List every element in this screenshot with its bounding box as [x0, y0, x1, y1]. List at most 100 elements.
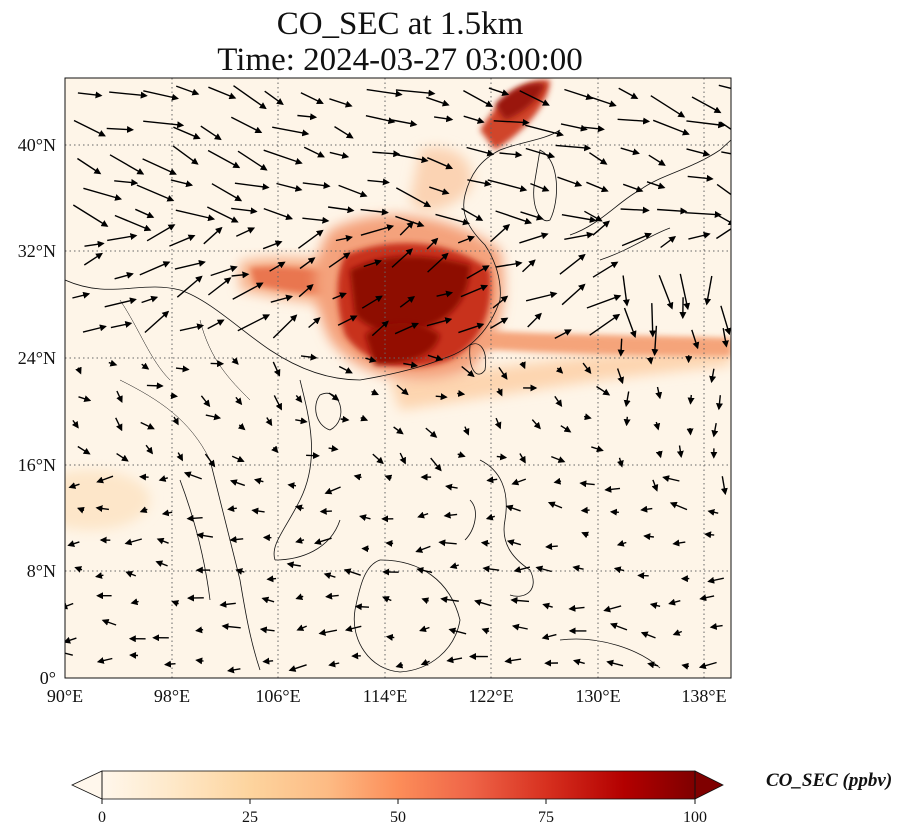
wind-arrow [466, 265, 490, 280]
wind-arrow [461, 207, 484, 221]
wind-arrow [554, 329, 572, 340]
lon-tick-label: 114°E [363, 686, 408, 706]
wind-arrow [297, 113, 318, 121]
wind-arrow [139, 473, 149, 481]
wind-arrow [522, 259, 536, 273]
wind-arrow [391, 119, 418, 127]
wind-arrow [584, 210, 603, 222]
wind-arrow [435, 393, 448, 401]
wind-arrow [319, 507, 332, 515]
wind-arrow [640, 631, 656, 639]
wind-arrow [297, 229, 324, 249]
wind-arrow [234, 182, 270, 191]
wind-arrow [460, 284, 489, 298]
wind-arrow [303, 146, 325, 158]
wind-arrow [466, 146, 495, 157]
wind-arrow [335, 234, 353, 242]
lat-tick-label: 0° [40, 668, 56, 688]
wind-arrow [207, 319, 225, 330]
wind-arrow [495, 210, 533, 225]
wind-arrow [421, 597, 430, 605]
wind-arrow [616, 539, 627, 547]
plume-pacific-outer [390, 345, 731, 410]
wind-arrow [655, 450, 663, 459]
wind-arrow [557, 176, 583, 187]
wind-arrow [687, 174, 714, 182]
wind-arrow [231, 271, 250, 279]
wind-arrow [140, 421, 155, 430]
wind-arrow [114, 272, 134, 280]
wind-arrow [622, 275, 630, 307]
wind-arrow [253, 477, 264, 485]
wind-arrow [175, 85, 200, 96]
coast-china [65, 129, 561, 381]
wind-arrow [359, 514, 371, 522]
wind-arrow [174, 259, 206, 270]
wind-arrow [393, 426, 404, 435]
wind-arrow [175, 209, 216, 222]
wind-arrow [261, 596, 275, 604]
wind-arrow [299, 257, 316, 270]
wind-arrow [704, 275, 713, 306]
wind-arrow [295, 593, 304, 601]
wind-arrow [669, 501, 688, 511]
wind-arrow [229, 535, 244, 543]
wind-arrow [340, 415, 350, 423]
wind-arrow [716, 214, 731, 226]
wind-arrow [480, 539, 490, 547]
wind-arrow [399, 452, 406, 465]
plume-coast-core [365, 322, 440, 365]
wind-arrow [686, 148, 711, 157]
wind-arrow [519, 453, 526, 464]
wind-arrow [106, 126, 134, 133]
lon-tick-label: 106°E [255, 686, 300, 706]
wind-arrow [196, 532, 214, 540]
wind-arrow [395, 187, 432, 208]
wind-arrow [504, 657, 522, 665]
wind-arrow [457, 451, 466, 458]
wind-arrow [287, 482, 297, 490]
wind-arrow [581, 531, 590, 539]
wind-arrow [210, 265, 238, 277]
wind-arrow [68, 482, 80, 489]
wind-arrow [272, 126, 310, 137]
wind-arrow [338, 365, 353, 374]
wind-arrow [486, 476, 498, 484]
plume-northeast-core [495, 82, 545, 120]
wind-arrow [372, 453, 384, 465]
map-frame [64, 77, 732, 679]
wind-arrow [208, 86, 237, 100]
wind-arrow [141, 362, 150, 370]
wind-arrow [96, 657, 113, 664]
wind-arrow [589, 313, 621, 336]
wind-arrow [688, 231, 711, 240]
wind-arrow [419, 625, 430, 633]
wind-arrow [443, 511, 458, 519]
wind-arrow [429, 186, 450, 195]
wind-arrow [365, 356, 377, 363]
wind-arrow [231, 207, 258, 215]
wind-arrow [78, 395, 92, 403]
colorbar-label: CO_SEC (ppbv) [766, 770, 893, 791]
wind-arrow [646, 356, 654, 365]
wind-arrow [445, 483, 458, 491]
lon-tick-label: 90°E [47, 686, 83, 706]
wind-arrow [555, 366, 564, 374]
wind-arrow [263, 149, 303, 165]
wind-arrow [139, 506, 148, 513]
wind-arrow [555, 144, 592, 152]
wind-arrow [698, 661, 717, 670]
wind-arrow [146, 224, 176, 242]
lat-axis: 0° 8°N 16°N 24°N 32°N 40°N [18, 135, 56, 688]
wind-arrow [687, 394, 695, 405]
wind-arrow [415, 545, 431, 553]
wind-arrow [621, 232, 652, 247]
wind-arrow [391, 248, 414, 268]
colorbar-tick-label: 75 [538, 809, 554, 826]
plume-pacific-band [470, 330, 731, 356]
wind-arrow [109, 91, 148, 99]
wind-arrow [298, 283, 314, 298]
wind-arrow [227, 505, 237, 513]
wind-arrow [467, 179, 492, 187]
